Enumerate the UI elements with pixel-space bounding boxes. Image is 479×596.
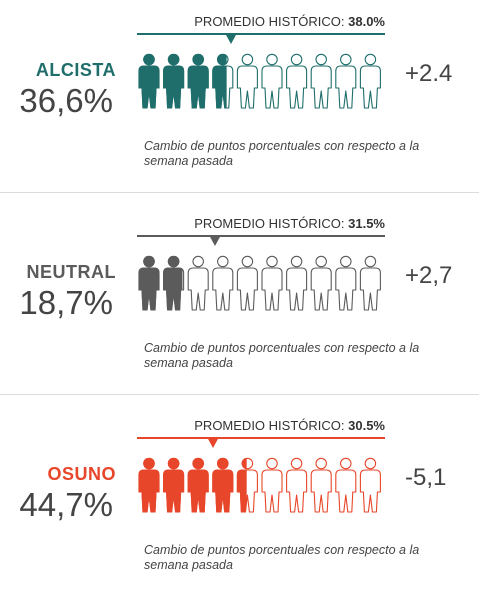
person-icon bbox=[236, 255, 258, 311]
person-icon bbox=[286, 457, 308, 513]
person-icon bbox=[359, 53, 381, 109]
historical-average-marker bbox=[209, 235, 222, 246]
series-name: NEUTRAL bbox=[26, 262, 116, 282]
person-icon bbox=[163, 255, 185, 311]
person-icon bbox=[212, 457, 234, 513]
historical-average-marker bbox=[206, 437, 219, 448]
panel-neutral: PROMEDIO HISTÓRICO: 31.5% NEUTRAL 18,7% … bbox=[0, 202, 479, 394]
historical-average-marker bbox=[225, 33, 238, 44]
panel-alcista: PROMEDIO HISTÓRICO: 38.0% ALCISTA 36,6% … bbox=[0, 0, 479, 192]
person-icon bbox=[261, 457, 283, 513]
divider bbox=[0, 394, 479, 395]
series-value: 44,7% bbox=[19, 486, 113, 523]
historical-average-line bbox=[137, 437, 385, 439]
person-icon bbox=[212, 255, 234, 311]
person-icon bbox=[261, 53, 283, 109]
series-name: OSUNO bbox=[47, 464, 116, 484]
person-icon bbox=[163, 457, 185, 513]
person-icons bbox=[138, 255, 381, 311]
person-icon bbox=[187, 255, 209, 311]
historical-average-line bbox=[137, 33, 385, 35]
historical-average-label: PROMEDIO HISTÓRICO: 30.5% bbox=[194, 418, 385, 433]
series-name: ALCISTA bbox=[35, 60, 116, 80]
person-icon bbox=[212, 53, 234, 109]
historical-average-label: PROMEDIO HISTÓRICO: 38.0% bbox=[194, 14, 385, 29]
weekly-change: -5,1 bbox=[405, 464, 447, 491]
change-note: Cambio de puntos porcentuales con respec… bbox=[144, 139, 420, 168]
person-icon bbox=[261, 255, 283, 311]
historical-average-label: PROMEDIO HISTÓRICO: 31.5% bbox=[194, 216, 385, 231]
person-icon bbox=[310, 255, 332, 311]
panel-osuno: PROMEDIO HISTÓRICO: 30.5% OSUNO 44,7% -5… bbox=[0, 404, 479, 596]
series-value: 36,6% bbox=[19, 82, 113, 119]
person-icon bbox=[138, 457, 160, 513]
change-note: Cambio de puntos porcentuales con respec… bbox=[144, 543, 420, 572]
person-icon bbox=[236, 53, 258, 109]
divider bbox=[0, 192, 479, 193]
weekly-change: +2,7 bbox=[405, 262, 453, 289]
person-icon bbox=[310, 53, 332, 109]
person-icon bbox=[138, 255, 160, 311]
person-icon bbox=[335, 255, 357, 311]
person-icon bbox=[187, 53, 209, 109]
person-icon bbox=[359, 255, 381, 311]
person-icon bbox=[138, 53, 160, 109]
person-icon bbox=[335, 457, 357, 513]
person-icon bbox=[163, 53, 185, 109]
person-icon bbox=[359, 457, 381, 513]
person-icon bbox=[286, 53, 308, 109]
change-note: Cambio de puntos porcentuales con respec… bbox=[144, 341, 420, 370]
person-icon bbox=[335, 53, 357, 109]
historical-average-line bbox=[137, 235, 385, 237]
person-icons bbox=[138, 53, 381, 109]
weekly-change: +2.4 bbox=[405, 60, 453, 87]
person-icon bbox=[310, 457, 332, 513]
person-icon bbox=[187, 457, 209, 513]
person-icons bbox=[138, 457, 381, 513]
person-icon bbox=[286, 255, 308, 311]
person-icon bbox=[236, 457, 258, 513]
series-value: 18,7% bbox=[19, 284, 113, 321]
